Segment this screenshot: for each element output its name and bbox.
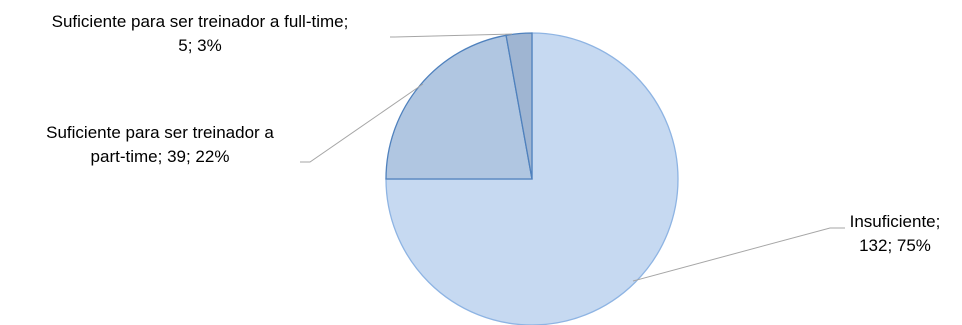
- pie-slices: [385, 32, 679, 325]
- data-label-insuficiente-line1: Insuficiente;: [850, 212, 941, 231]
- pie-slice-3: [505, 32, 533, 180]
- leader-lines: [300, 33, 845, 282]
- data-label-full-time-line2: 5; 3%: [178, 36, 221, 55]
- leader-line-3: [390, 33, 513, 38]
- data-label-insuficiente-line2: 132; 75%: [859, 236, 931, 255]
- data-label-full-time-line1: Suficiente para ser treinador a full-tim…: [52, 12, 349, 31]
- pie-slice-2: [385, 34, 533, 180]
- leader-line-1: [632, 227, 845, 282]
- data-label-part-time-line2: part-time; 39; 22%: [91, 147, 230, 166]
- leader-line-2: [300, 83, 424, 163]
- data-label-part-time-line1: Suficiente para ser treinador a: [46, 123, 274, 142]
